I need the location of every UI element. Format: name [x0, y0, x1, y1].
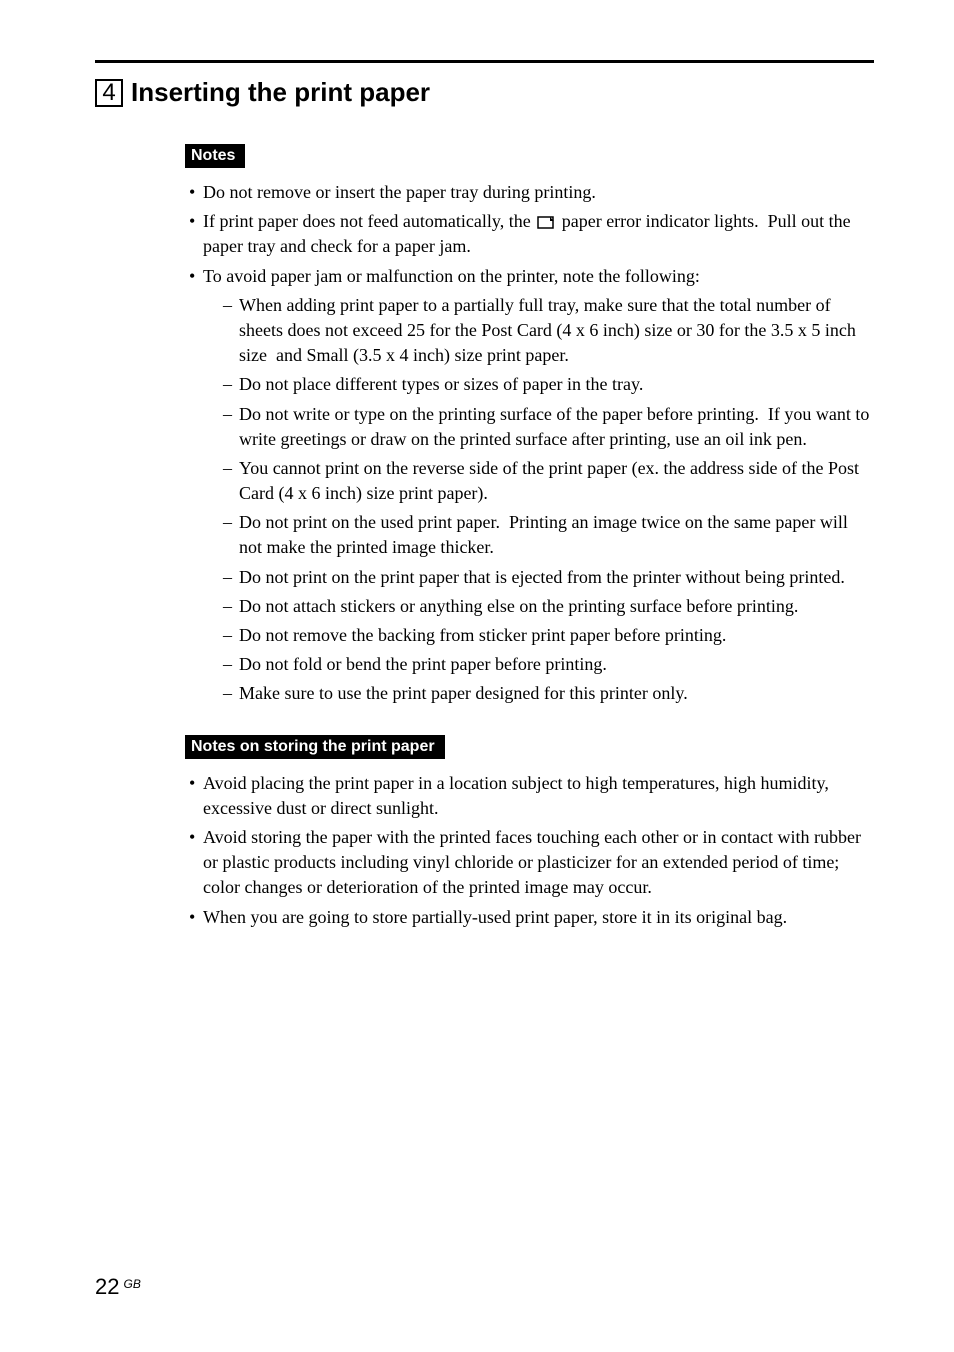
section-title-text: Inserting the print paper: [131, 77, 430, 108]
section-title: 4 Inserting the print paper: [95, 77, 874, 108]
notes-list: Do not remove or insert the paper tray d…: [185, 180, 874, 707]
sub-note-item: When adding print paper to a partially f…: [223, 293, 874, 369]
storing-item: Avoid storing the paper with the printed…: [189, 825, 874, 901]
sub-note-item: Do not remove the backing from sticker p…: [223, 623, 874, 648]
sub-note-item: Make sure to use the print paper designe…: [223, 681, 874, 706]
note-item: To avoid paper jam or malfunction on the…: [189, 264, 874, 707]
sub-note-item: Do not print on the used print paper. Pr…: [223, 510, 874, 560]
page-number: 22: [95, 1274, 119, 1299]
storing-label: Notes on storing the print paper: [185, 735, 445, 759]
sub-note-item: Do not attach stickers or anything else …: [223, 594, 874, 619]
paper-error-icon: [537, 216, 555, 230]
section-number-box: 4: [95, 79, 123, 107]
note-item: Do not remove or insert the paper tray d…: [189, 180, 874, 205]
storing-item: Avoid placing the print paper in a locat…: [189, 771, 874, 821]
content-block: Notes Do not remove or insert the paper …: [95, 144, 874, 930]
sub-notes-list: When adding print paper to a partially f…: [203, 293, 874, 707]
notes-label: Notes: [185, 144, 245, 168]
header-rule: [95, 60, 874, 63]
sub-note-item: You cannot print on the reverse side of …: [223, 456, 874, 506]
page-lang: GB: [123, 1277, 140, 1291]
sub-note-item: Do not place different types or sizes of…: [223, 372, 874, 397]
storing-list: Avoid placing the print paper in a locat…: [185, 771, 874, 930]
note-item: If print paper does not feed automatical…: [189, 209, 874, 259]
storing-item: When you are going to store partially-us…: [189, 905, 874, 930]
sub-note-item: Do not write or type on the printing sur…: [223, 402, 874, 452]
sub-note-item: Do not fold or bend the print paper befo…: [223, 652, 874, 677]
sub-note-item: Do not print on the print paper that is …: [223, 565, 874, 590]
page-footer: 22 GB: [95, 1274, 141, 1300]
